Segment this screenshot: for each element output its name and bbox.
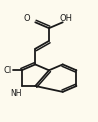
Text: Cl: Cl xyxy=(4,66,12,75)
Text: O: O xyxy=(23,14,30,23)
Text: OH: OH xyxy=(60,14,73,23)
Text: NH: NH xyxy=(10,89,21,98)
